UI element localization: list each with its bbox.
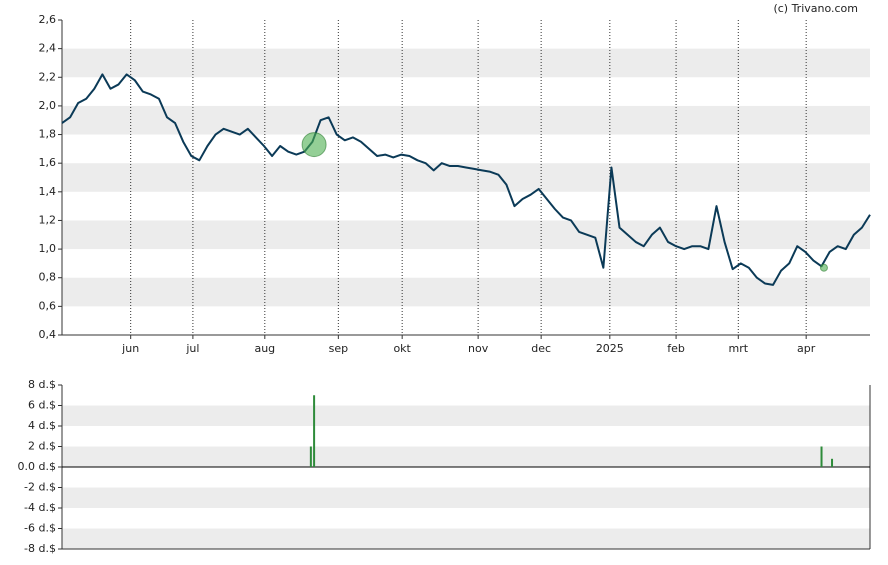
y-tick-label: -8 d.$ — [24, 542, 56, 555]
bar — [820, 446, 823, 467]
event-marker — [819, 263, 828, 272]
grid-band — [62, 220, 870, 250]
grid-band — [62, 405, 870, 426]
x-tick-label: okt — [393, 342, 411, 355]
event-marker — [301, 132, 327, 158]
y-tick-label: 2,0 — [39, 99, 57, 112]
grid-band — [62, 48, 870, 78]
y-tick-label: 0,8 — [39, 271, 57, 284]
y-tick-label: 2 d.$ — [28, 440, 56, 453]
x-tick-label: aug — [254, 342, 275, 355]
grid-band — [62, 446, 870, 467]
y-tick-label: 1,0 — [39, 242, 57, 255]
y-tick-label: 1,2 — [39, 213, 57, 226]
y-tick-label: 0,6 — [39, 299, 57, 312]
x-tick-label: 2025 — [596, 342, 624, 355]
y-tick-label: 2,4 — [39, 42, 57, 55]
grid-band — [62, 277, 870, 307]
x-tick-label: nov — [468, 342, 489, 355]
bar — [309, 446, 312, 467]
x-tick-label: dec — [531, 342, 551, 355]
y-tick-label: -4 d.$ — [24, 501, 56, 514]
y-tick-label: 4 d.$ — [28, 419, 56, 432]
grid-band — [62, 528, 870, 549]
bar — [313, 395, 316, 467]
y-tick-label: 8 d.$ — [28, 378, 56, 391]
x-tick-label: feb — [667, 342, 685, 355]
x-tick-label: sep — [329, 342, 348, 355]
y-tick-label: -2 d.$ — [24, 481, 56, 494]
grid-band — [62, 487, 870, 508]
grid-band — [62, 105, 870, 135]
y-tick-label: 2,6 — [39, 13, 57, 26]
y-tick-label: 0.0 d.$ — [18, 460, 56, 473]
y-tick-label: 6 d.$ — [28, 399, 56, 412]
y-tick-label: 0,4 — [39, 328, 57, 341]
price-line — [61, 73, 871, 286]
y-tick-label: 1,8 — [39, 128, 57, 141]
y-tick-label: -6 d.$ — [24, 522, 56, 535]
credit: (c) Trivano.com — [773, 2, 858, 15]
x-tick-label: jun — [121, 342, 139, 355]
x-tick-label: apr — [797, 342, 816, 355]
y-tick-label: 1,6 — [39, 156, 57, 169]
x-tick-label: jul — [185, 342, 199, 355]
y-tick-label: 2,2 — [39, 70, 57, 83]
y-tick-label: 1,4 — [39, 185, 57, 198]
bar — [831, 458, 834, 467]
x-tick-label: mrt — [729, 342, 749, 355]
